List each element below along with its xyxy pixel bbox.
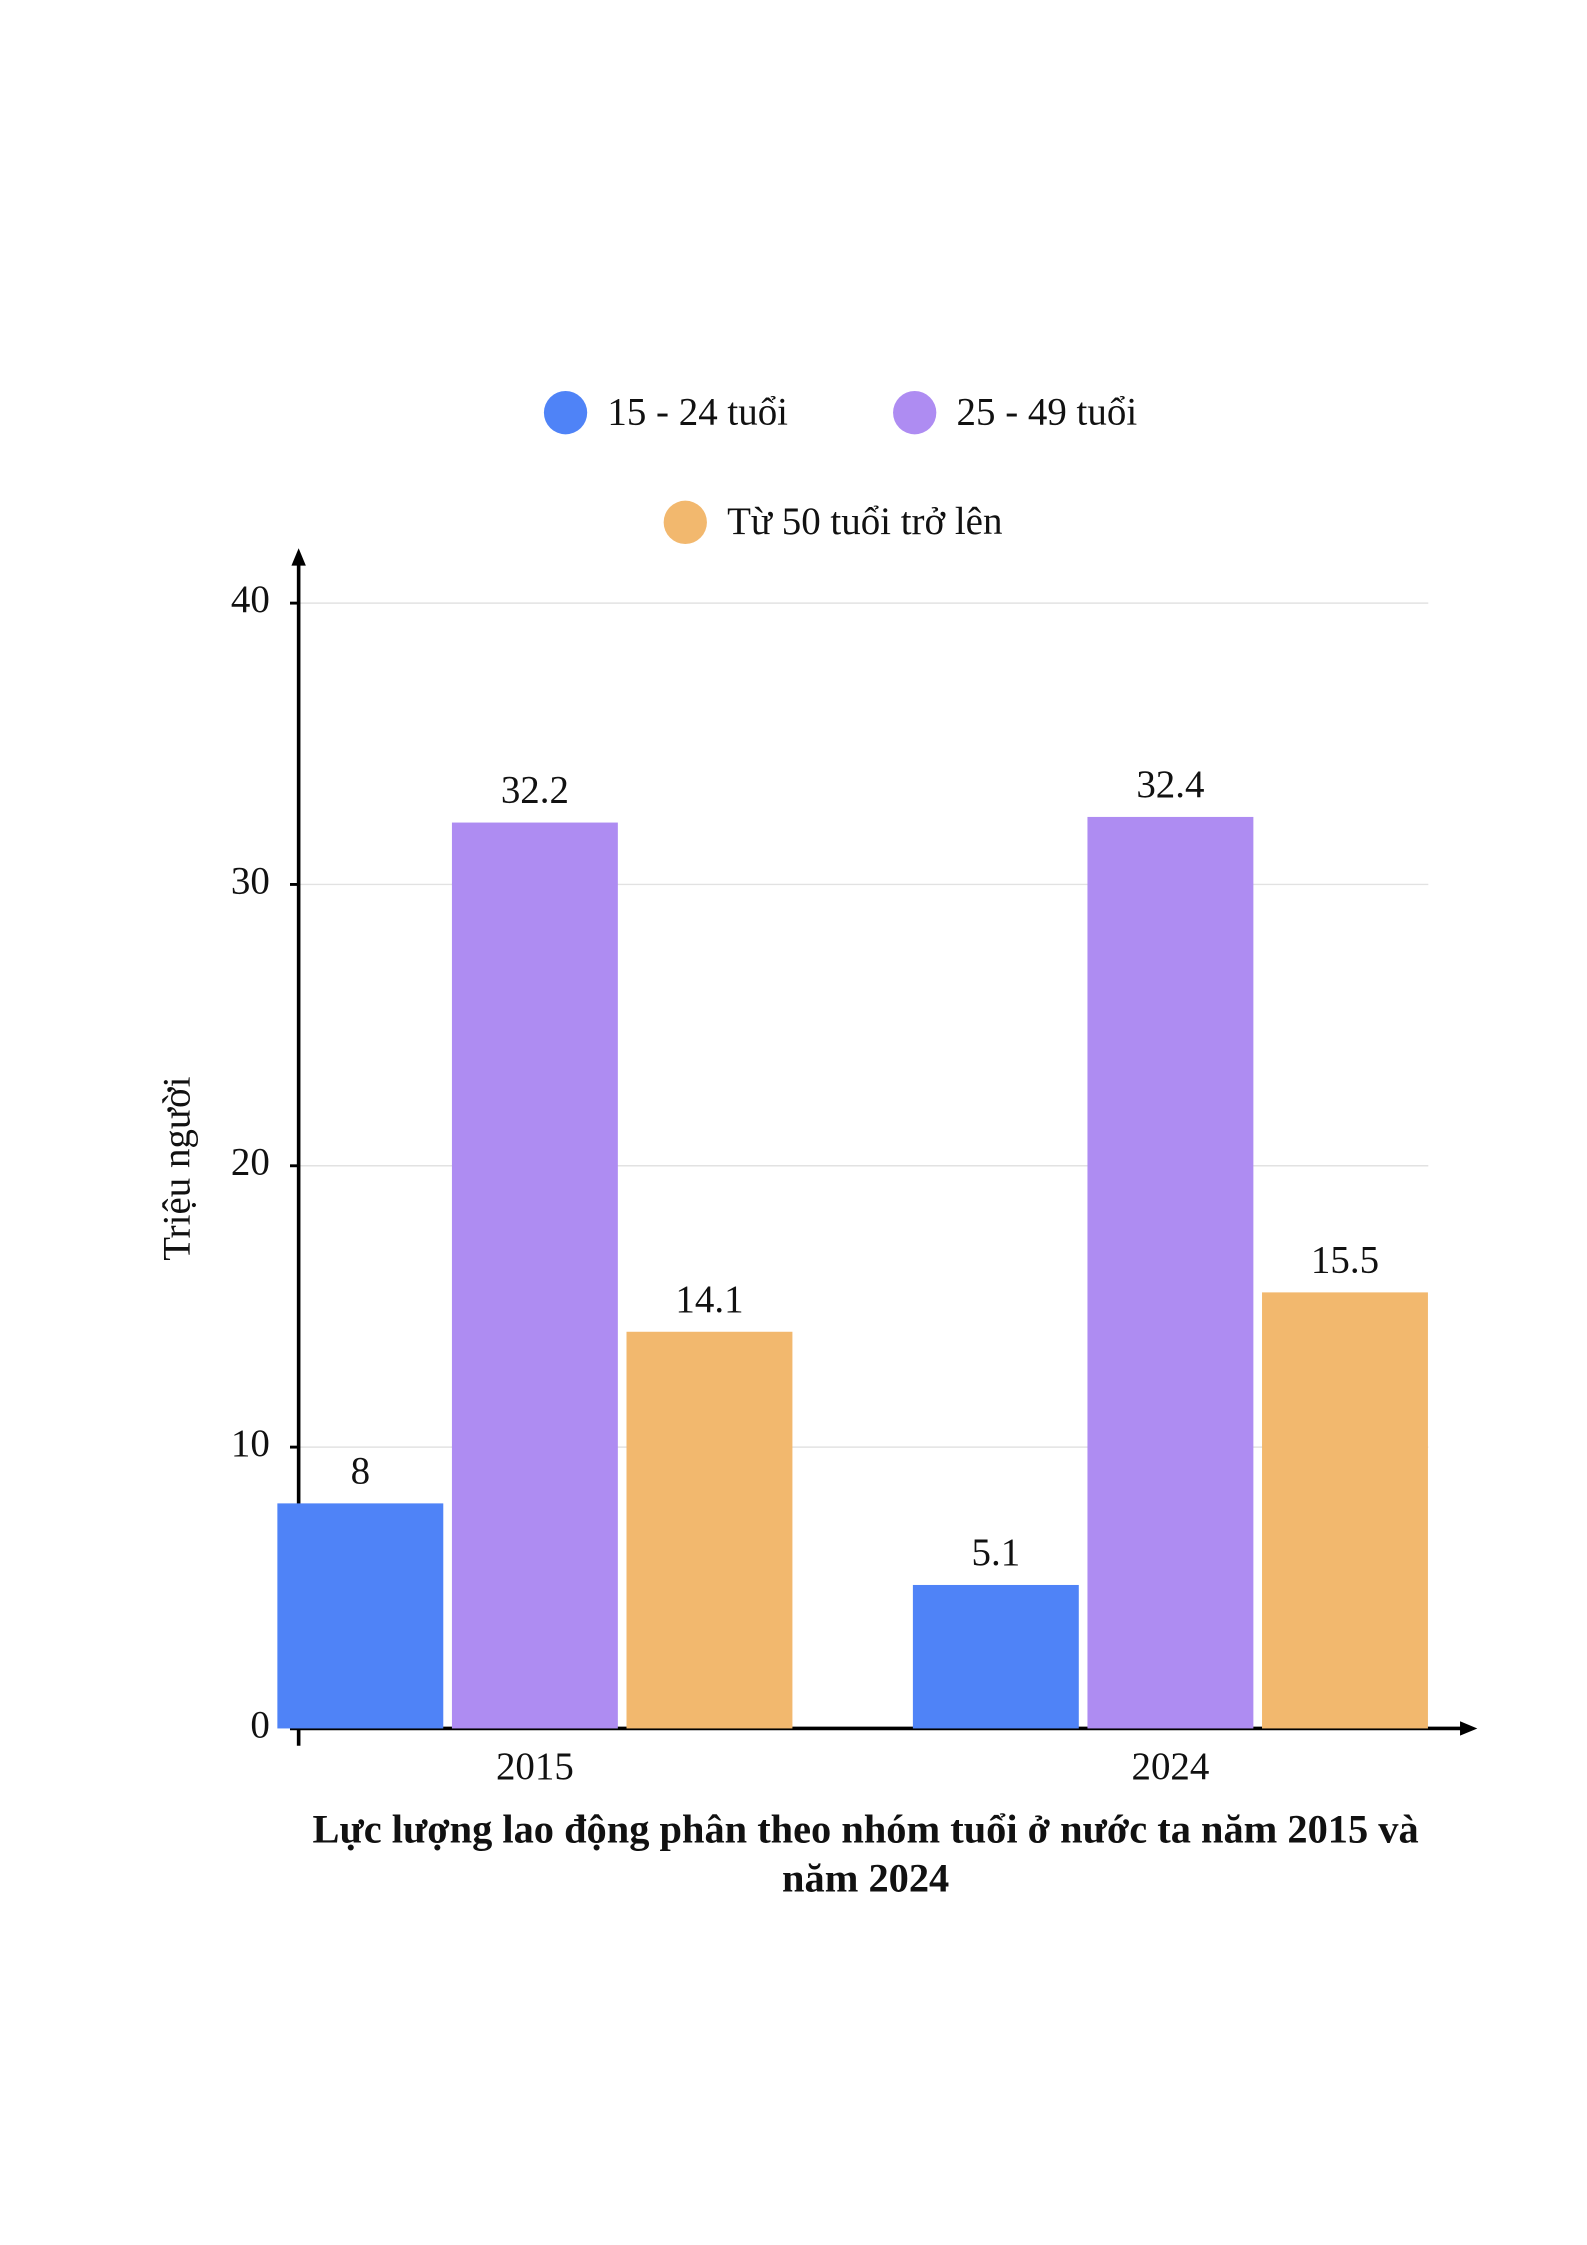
- y-tick-label: 10: [231, 1422, 270, 1465]
- data-label: 14.1: [675, 1278, 743, 1321]
- legend-label: 25 - 49 tuổi: [957, 391, 1138, 434]
- bar: [912, 1584, 1079, 1729]
- chart-title: Lực lượng lao động phân theo nhóm tuổi ở…: [312, 1807, 1419, 1902]
- bar: [451, 822, 618, 1729]
- y-tick-label: 0: [250, 1703, 269, 1746]
- y-tick-label: 30: [231, 859, 270, 902]
- y-tick-label: 40: [231, 578, 270, 621]
- bar: [277, 1503, 444, 1729]
- legend-swatch: [663, 500, 707, 544]
- data-label: 5.1: [972, 1531, 1021, 1574]
- bar: [626, 1331, 793, 1729]
- data-label: 32.4: [1136, 763, 1204, 806]
- x-axis-arrow: [1460, 1721, 1478, 1736]
- data-label: 15.5: [1311, 1238, 1379, 1281]
- chart-title-box: Lực lượng lao động phân theo nhóm tuổi ở…: [312, 1807, 1419, 1902]
- y-axis-label: Triệu người: [155, 1076, 198, 1260]
- data-label: 32.2: [501, 769, 569, 812]
- x-tick-label: 2015: [496, 1745, 574, 1788]
- legend-swatch: [893, 391, 937, 435]
- data-label: 8: [351, 1449, 370, 1492]
- legend-swatch: [543, 391, 588, 435]
- y-axis-arrow: [291, 548, 306, 566]
- x-tick-label: 2024: [1131, 1745, 1209, 1788]
- y-tick-label: 20: [231, 1141, 270, 1184]
- legend-label: Từ 50 tuổi trở lên: [727, 500, 1002, 543]
- bar: [1087, 816, 1254, 1729]
- legend-label: 15 - 24 tuổi: [607, 391, 788, 434]
- bar: [1262, 1292, 1428, 1729]
